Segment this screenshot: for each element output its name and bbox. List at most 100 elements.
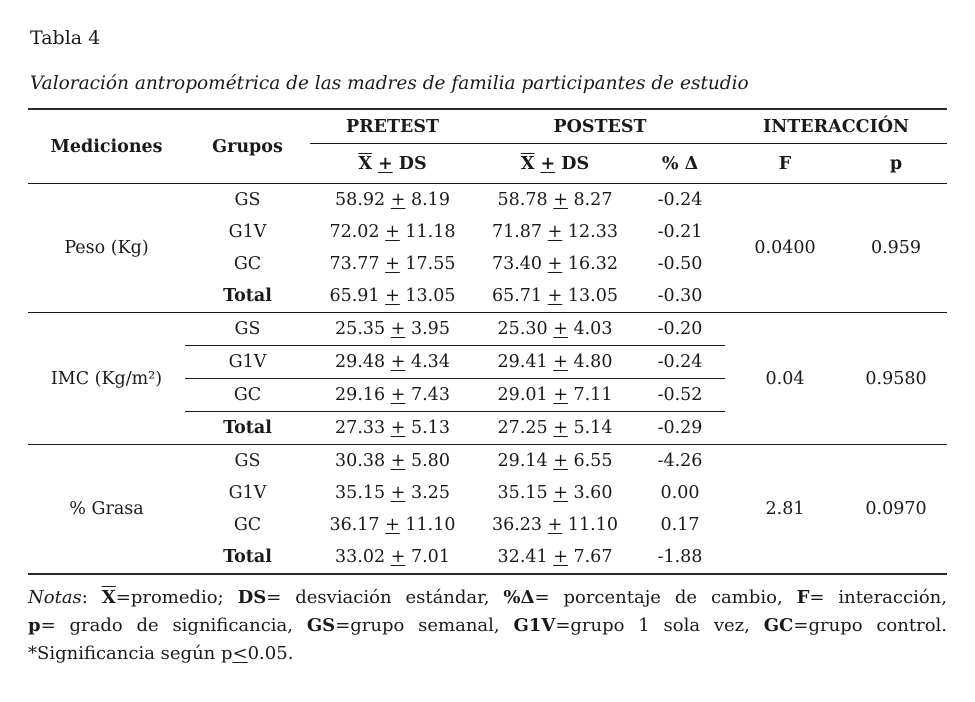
mean-value: 29.01 xyxy=(497,385,548,405)
table-header: Mediciones Grupos PRETEST POSTEST INTERA… xyxy=(28,108,948,184)
mean-value: 73.40 xyxy=(491,254,543,274)
sd-value: 4.80 xyxy=(573,352,613,372)
cell-delta: -4.26 xyxy=(635,444,726,477)
sd-value: 8.27 xyxy=(573,190,613,210)
cell-group: GS xyxy=(185,444,310,477)
document-page: Tabla 4 Valoración antropométrica de las… xyxy=(28,27,948,668)
notes-line: *Significancia según p<0.05. xyxy=(28,640,947,668)
mean-value: 71.87 xyxy=(491,222,543,242)
notes-text-segment: < xyxy=(232,643,248,664)
header-pretest: PRETEST xyxy=(310,108,475,144)
header-mediciones: Mediciones xyxy=(28,108,185,184)
mean-value: 29.48 xyxy=(335,352,386,372)
mean-value: 65.71 xyxy=(491,286,543,306)
notes-text-segment: Notas xyxy=(28,587,82,608)
cell-postest: 73.40 + 16.32 xyxy=(475,248,635,280)
cell-delta: 0.00 xyxy=(660,483,700,503)
plus-minus-symbol: + xyxy=(553,190,568,210)
cell-postest: 27.25 + 5.14 xyxy=(475,412,635,445)
header-postest: POSTEST xyxy=(475,108,726,144)
mean-value: 58.78 xyxy=(497,190,548,210)
cell-postest: 35.15 + 3.60 xyxy=(475,477,635,509)
anthropometric-table: Mediciones Grupos PRETEST POSTEST INTERA… xyxy=(28,108,948,575)
header-postest-mean-sd: X + DS xyxy=(475,143,635,184)
plus-minus-symbol: + xyxy=(553,483,568,503)
sd-value: 3.60 xyxy=(573,483,613,503)
mean-value: 29.14 xyxy=(497,451,548,471)
table-row: % Grasa GS 30.38 + 5.80 29.14 + 6.55 -4.26 2.… xyxy=(28,444,948,575)
plus-minus-symbol: + xyxy=(553,418,568,438)
plus-minus-symbol: + xyxy=(553,352,568,372)
table-row: Peso (Kg) GS 58.92 + 8.19 58.78 + 8.27 -0.24… xyxy=(28,183,948,313)
notes-text-segment: = desviación estándar, xyxy=(266,587,504,608)
cell-group: GC xyxy=(185,378,310,412)
mean-value: 58.92 xyxy=(335,190,386,210)
cell-measurement: IMC (Kg/m²) xyxy=(28,312,185,445)
plus-minus-symbol: + xyxy=(547,515,563,535)
cell-delta: -0.52 xyxy=(635,378,726,412)
sd-value: 5.13 xyxy=(410,418,450,438)
cell-postest: 71.87 + 12.33 xyxy=(475,216,635,248)
mean-value: 35.15 xyxy=(497,483,548,503)
table-row: G1V 72.02 + 11.18 71.87 + 12.33 -0.21 xyxy=(28,216,947,248)
plus-minus-symbol: + xyxy=(378,153,393,174)
cell-delta: -0.24 xyxy=(635,345,726,379)
sd-value: 7.01 xyxy=(410,547,450,567)
mean-value: 25.30 xyxy=(497,319,548,339)
plus-minus-symbol: + xyxy=(385,254,400,274)
cell-group: Total xyxy=(223,286,272,306)
table-row: GC 73.77 + 17.55 73.40 + 16.32 -0.50 xyxy=(28,248,947,280)
sd-value: 17.55 xyxy=(405,254,456,274)
header-percent-delta: % Δ xyxy=(635,143,726,184)
cell-group: G1V xyxy=(228,483,267,503)
cell-postest: 29.14 + 6.55 xyxy=(475,444,635,477)
header-row-groups: Mediciones Grupos PRETEST POSTEST INTERA… xyxy=(28,108,948,184)
sd-value: 13.05 xyxy=(405,286,456,306)
sd-value: 3.25 xyxy=(410,483,450,503)
header-interaccion: INTERACCIÓN xyxy=(725,108,948,144)
cell-group: GS xyxy=(185,183,310,216)
sd-value: 3.95 xyxy=(410,319,450,339)
mean-value: 25.35 xyxy=(335,319,386,339)
cell-p: 0.959 xyxy=(845,183,948,313)
notes-text-segment: p xyxy=(28,615,41,636)
cell-pretest: 29.48 + 4.34 xyxy=(310,345,475,379)
mean-value: 73.77 xyxy=(329,254,380,274)
plus-minus-symbol: + xyxy=(547,254,563,274)
plus-minus-symbol: + xyxy=(390,385,406,405)
cell-group: GC xyxy=(233,254,262,274)
mean-value: 35.15 xyxy=(335,483,386,503)
sd-value: 4.34 xyxy=(410,352,450,372)
table-caption: Valoración antropométrica de las madres … xyxy=(30,73,749,94)
table-section: % Grasa GS 30.38 + 5.80 29.14 + 6.55 -4.26 2.… xyxy=(28,444,948,575)
mean-value: 29.16 xyxy=(335,385,386,405)
ds-label: DS xyxy=(398,153,427,174)
notes-text-segment: G1V xyxy=(513,615,556,636)
notes-text-segment: = porcentaje de cambio, xyxy=(534,587,797,608)
cell-f: 0.04 xyxy=(725,312,846,445)
mean-value: 72.02 xyxy=(329,222,380,242)
mean-value: 29.41 xyxy=(497,352,548,372)
plus-minus-symbol: + xyxy=(390,483,406,503)
cell-postest: 58.78 + 8.27 xyxy=(475,183,635,216)
plus-minus-symbol: + xyxy=(553,385,568,405)
plus-minus-symbol: + xyxy=(553,451,568,471)
mean-value: 27.25 xyxy=(497,418,548,438)
notes-text-segment: = grado de significancia, xyxy=(40,615,307,636)
cell-group: Total xyxy=(223,418,272,438)
table-number-title: Tabla 4 xyxy=(30,27,101,49)
cell-pretest: 29.16 + 7.43 xyxy=(310,378,475,412)
cell-delta: -1.88 xyxy=(635,541,726,575)
table-notes: Notas: X=promedio; DS= desviación estánd… xyxy=(28,584,947,668)
cell-group: GC xyxy=(233,515,262,535)
header-pretest-mean-sd: X + DS xyxy=(310,143,475,184)
plus-minus-symbol: + xyxy=(547,286,563,306)
mean-value: 33.02 xyxy=(335,547,386,567)
cell-postest: 29.41 + 4.80 xyxy=(475,345,635,379)
notes-text-segment: *Significancia según p xyxy=(28,643,233,664)
table-row: Total 65.91 + 13.05 65.71 + 13.05 -0.30 xyxy=(28,280,947,313)
sd-value: 11.10 xyxy=(405,515,456,535)
sd-value: 11.10 xyxy=(567,515,619,535)
notes-text-segment: DS xyxy=(237,587,267,608)
notes-line: p= grado de significancia, GS=grupo sema… xyxy=(28,612,947,640)
